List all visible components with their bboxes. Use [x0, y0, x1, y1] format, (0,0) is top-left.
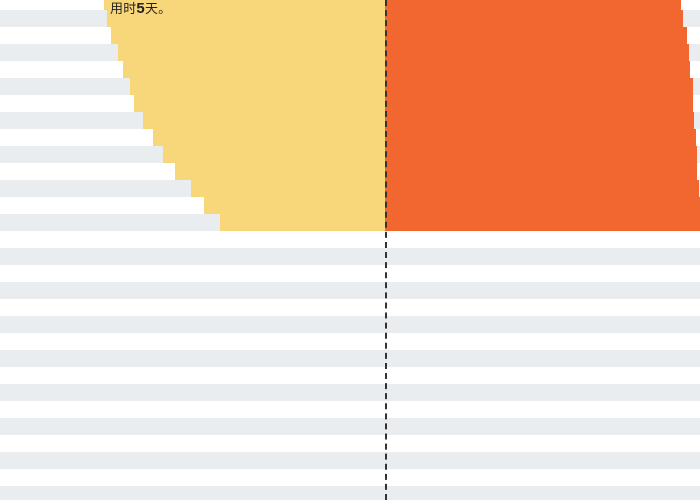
center-dashed-line [385, 0, 387, 500]
bar-current [191, 180, 385, 197]
bar-cumulative [385, 44, 689, 61]
bar-cumulative [385, 180, 699, 197]
bar-cumulative [385, 214, 700, 231]
bar-current [175, 163, 385, 180]
bar-cumulative [385, 61, 690, 78]
bar-cumulative [385, 27, 687, 44]
bar-current [143, 112, 385, 129]
bar-current [118, 44, 385, 61]
bar-current [134, 95, 385, 112]
diverging-bar-chart: 02/0940171例 累计确诊病超4万，用时3天02/12现有确诊52526例… [0, 0, 700, 500]
bar-cumulative [385, 129, 696, 146]
bar-current [163, 146, 385, 163]
bar-cumulative [385, 146, 697, 163]
bar-cumulative [385, 78, 693, 95]
bar-cumulative [385, 197, 700, 214]
bar-cumulative [385, 95, 693, 112]
bar-cumulative [385, 10, 683, 27]
bar-current [130, 78, 385, 95]
bar-cumulative [385, 112, 694, 129]
bar-cumulative [385, 0, 681, 10]
bar-current [204, 197, 385, 214]
bar-current [111, 27, 385, 44]
bar-current [153, 129, 385, 146]
bar-current [220, 214, 385, 231]
bar-cumulative [385, 163, 697, 180]
bar-current [123, 61, 385, 78]
annotation-current: 现有确诊58016例 现有确诊到达最高位，用时5天。 [110, 0, 367, 20]
